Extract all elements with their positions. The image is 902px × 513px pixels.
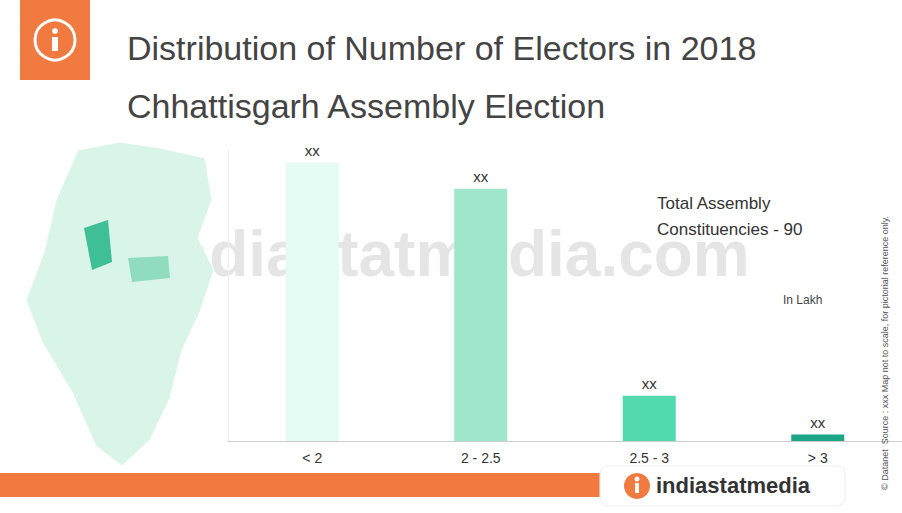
svg-text:> 3: > 3	[808, 450, 828, 466]
svg-text:Total Assembly: Total Assembly	[657, 194, 775, 213]
svg-text:< 2: < 2	[302, 450, 322, 466]
svg-text:2 - 2.5: 2 - 2.5	[461, 450, 501, 466]
svg-text:indiastatmedia: indiastatmedia	[656, 473, 811, 498]
svg-text:xx: xx	[810, 414, 826, 431]
svg-text:xx: xx	[473, 168, 489, 185]
svg-text:2.5 - 3: 2.5 - 3	[629, 450, 669, 466]
svg-text:xx: xx	[305, 142, 321, 159]
svg-text:Distribution of Number of Elec: Distribution of Number of Electors in 20…	[127, 29, 766, 67]
svg-text:indiastatmedia.com: indiastatmedia.com	[152, 218, 750, 290]
svg-text:Chhattisgarh Assembly Election: Chhattisgarh Assembly Election	[127, 87, 605, 125]
svg-text:In Lakh: In Lakh	[783, 293, 822, 307]
svg-text:xx: xx	[642, 375, 658, 392]
svg-text:Constituencies - 90: Constituencies - 90	[657, 220, 803, 239]
svg-text:© Datanet Source : xxx Map no: © Datanet Source : xxx Map not to scale,…	[880, 216, 890, 490]
